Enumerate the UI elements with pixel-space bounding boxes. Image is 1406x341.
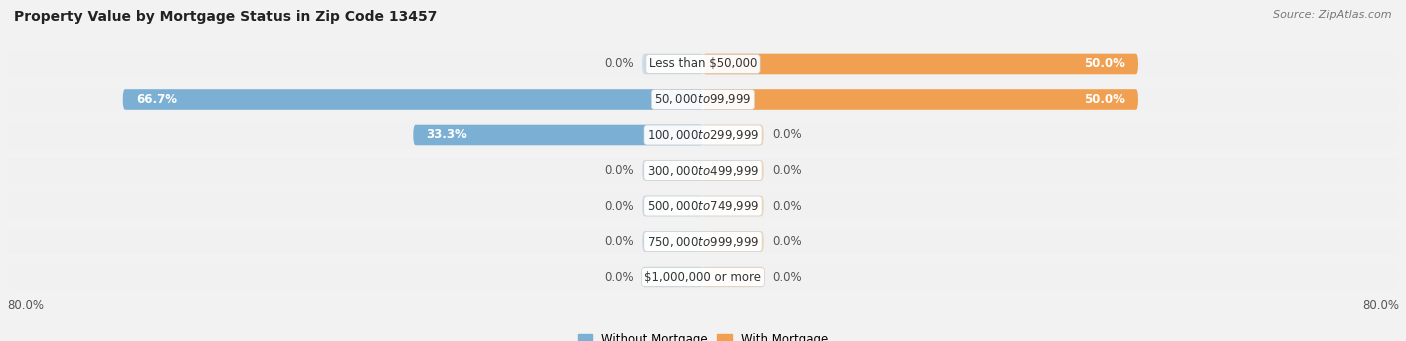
Text: 66.7%: 66.7%	[136, 93, 177, 106]
FancyBboxPatch shape	[703, 196, 763, 216]
FancyBboxPatch shape	[703, 267, 763, 287]
Text: $100,000 to $299,999: $100,000 to $299,999	[647, 128, 759, 142]
FancyBboxPatch shape	[7, 157, 1399, 184]
FancyBboxPatch shape	[643, 54, 703, 74]
Text: Less than $50,000: Less than $50,000	[648, 58, 758, 71]
Text: 0.0%: 0.0%	[603, 235, 633, 248]
FancyBboxPatch shape	[122, 89, 703, 110]
Text: 0.0%: 0.0%	[773, 164, 803, 177]
FancyBboxPatch shape	[7, 86, 1399, 113]
FancyBboxPatch shape	[7, 50, 1399, 78]
FancyBboxPatch shape	[703, 89, 1137, 110]
Text: 0.0%: 0.0%	[773, 270, 803, 283]
Text: 0.0%: 0.0%	[603, 58, 633, 71]
Text: 0.0%: 0.0%	[603, 199, 633, 212]
FancyBboxPatch shape	[7, 121, 1399, 149]
Text: $50,000 to $99,999: $50,000 to $99,999	[654, 92, 752, 106]
FancyBboxPatch shape	[7, 263, 1399, 291]
FancyBboxPatch shape	[7, 50, 1399, 78]
FancyBboxPatch shape	[7, 263, 1399, 291]
FancyBboxPatch shape	[643, 196, 703, 216]
Text: 50.0%: 50.0%	[1084, 93, 1125, 106]
FancyBboxPatch shape	[7, 228, 1399, 255]
Text: 0.0%: 0.0%	[773, 129, 803, 142]
FancyBboxPatch shape	[703, 54, 1137, 74]
Text: $1,000,000 or more: $1,000,000 or more	[644, 270, 762, 283]
Text: 0.0%: 0.0%	[773, 235, 803, 248]
Text: $300,000 to $499,999: $300,000 to $499,999	[647, 163, 759, 178]
FancyBboxPatch shape	[643, 231, 703, 252]
FancyBboxPatch shape	[643, 160, 703, 181]
FancyBboxPatch shape	[413, 125, 703, 145]
Text: Property Value by Mortgage Status in Zip Code 13457: Property Value by Mortgage Status in Zip…	[14, 10, 437, 24]
FancyBboxPatch shape	[7, 192, 1399, 220]
Text: 0.0%: 0.0%	[603, 164, 633, 177]
FancyBboxPatch shape	[7, 192, 1399, 220]
FancyBboxPatch shape	[643, 267, 703, 287]
Text: $500,000 to $749,999: $500,000 to $749,999	[647, 199, 759, 213]
Legend: Without Mortgage, With Mortgage: Without Mortgage, With Mortgage	[574, 329, 832, 341]
FancyBboxPatch shape	[7, 86, 1399, 113]
Text: $750,000 to $999,999: $750,000 to $999,999	[647, 235, 759, 249]
FancyBboxPatch shape	[7, 121, 1399, 149]
Text: 80.0%: 80.0%	[1362, 299, 1399, 312]
Text: 50.0%: 50.0%	[1084, 58, 1125, 71]
FancyBboxPatch shape	[703, 160, 763, 181]
Text: 0.0%: 0.0%	[773, 199, 803, 212]
Text: 0.0%: 0.0%	[603, 270, 633, 283]
Text: Source: ZipAtlas.com: Source: ZipAtlas.com	[1274, 10, 1392, 20]
FancyBboxPatch shape	[703, 125, 763, 145]
FancyBboxPatch shape	[703, 231, 763, 252]
Text: 80.0%: 80.0%	[7, 299, 44, 312]
FancyBboxPatch shape	[7, 157, 1399, 184]
FancyBboxPatch shape	[7, 228, 1399, 255]
Text: 33.3%: 33.3%	[426, 129, 467, 142]
